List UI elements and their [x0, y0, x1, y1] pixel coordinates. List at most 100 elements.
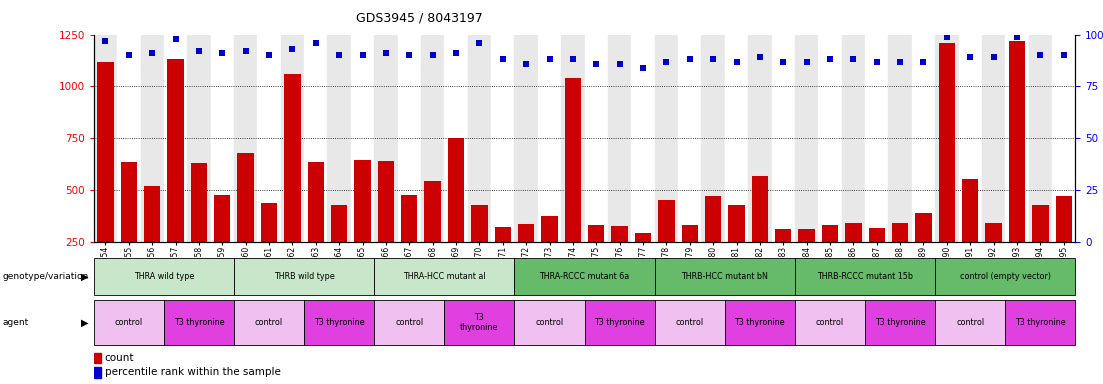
Point: [891, 58, 909, 65]
Text: T3 thyronine: T3 thyronine: [1015, 318, 1065, 327]
Bar: [752, 175, 768, 294]
Point: [330, 52, 347, 58]
Bar: [635, 233, 651, 294]
Bar: [214, 195, 231, 294]
Text: agent: agent: [2, 318, 29, 327]
Text: THRA-HCC mutant al: THRA-HCC mutant al: [403, 272, 485, 281]
Point: [657, 58, 675, 65]
Bar: [795, 35, 818, 242]
Bar: [425, 181, 441, 294]
Point: [774, 58, 792, 65]
Bar: [775, 230, 792, 294]
Bar: [1005, 300, 1075, 345]
Point: [985, 54, 1003, 60]
Bar: [585, 300, 655, 345]
Bar: [285, 74, 301, 294]
Bar: [94, 353, 100, 363]
Bar: [702, 35, 725, 242]
Bar: [795, 258, 935, 295]
Bar: [94, 258, 234, 295]
Bar: [561, 35, 585, 242]
Bar: [1056, 196, 1072, 294]
Bar: [445, 300, 514, 345]
Point: [588, 61, 606, 67]
Bar: [565, 78, 581, 294]
Bar: [748, 35, 772, 242]
Bar: [865, 300, 935, 345]
Bar: [542, 216, 558, 294]
Bar: [421, 35, 445, 242]
Bar: [94, 35, 117, 242]
Point: [938, 33, 955, 40]
Bar: [678, 35, 702, 242]
Point: [1054, 52, 1072, 58]
Bar: [281, 35, 304, 242]
Bar: [982, 35, 1005, 242]
Bar: [655, 300, 725, 345]
Bar: [468, 35, 491, 242]
Bar: [842, 35, 865, 242]
Bar: [331, 205, 347, 294]
Bar: [608, 35, 631, 242]
Text: control (empty vector): control (empty vector): [960, 272, 1051, 281]
Bar: [140, 35, 164, 242]
Bar: [631, 35, 655, 242]
Point: [540, 56, 558, 63]
Point: [354, 52, 372, 58]
Bar: [658, 200, 675, 294]
Bar: [818, 35, 842, 242]
Point: [705, 56, 722, 63]
Bar: [374, 300, 445, 345]
Text: GDS3945 / 8043197: GDS3945 / 8043197: [356, 12, 482, 25]
Point: [283, 46, 301, 52]
Bar: [211, 35, 234, 242]
Bar: [1052, 35, 1075, 242]
Bar: [234, 35, 257, 242]
Point: [120, 52, 138, 58]
Point: [307, 40, 324, 46]
Point: [447, 50, 464, 56]
Bar: [188, 35, 211, 242]
Point: [845, 56, 863, 63]
Bar: [959, 35, 982, 242]
Text: count: count: [105, 353, 135, 363]
Point: [797, 58, 815, 65]
Point: [260, 52, 278, 58]
Point: [611, 61, 629, 67]
Bar: [304, 300, 374, 345]
Bar: [445, 35, 468, 242]
Bar: [354, 160, 371, 294]
Text: control: control: [676, 318, 704, 327]
Bar: [1009, 41, 1025, 294]
Point: [1008, 33, 1026, 40]
Point: [471, 40, 489, 46]
Bar: [865, 35, 888, 242]
Point: [190, 48, 207, 54]
Bar: [912, 35, 935, 242]
Bar: [585, 35, 608, 242]
Bar: [168, 60, 184, 294]
Bar: [164, 300, 234, 345]
Bar: [682, 225, 698, 294]
Text: THRA-RCCC mutant 6a: THRA-RCCC mutant 6a: [539, 272, 630, 281]
Bar: [1032, 205, 1049, 294]
Bar: [397, 35, 421, 242]
Bar: [728, 205, 745, 294]
Bar: [448, 138, 464, 294]
Text: THRB-RCCC mutant 15b: THRB-RCCC mutant 15b: [817, 272, 913, 281]
Text: T3 thyronine: T3 thyronine: [875, 318, 925, 327]
Bar: [725, 35, 748, 242]
Bar: [374, 258, 514, 295]
Text: T3
thyronine: T3 thyronine: [460, 313, 499, 332]
Bar: [795, 300, 865, 345]
Bar: [144, 186, 160, 294]
Point: [377, 50, 395, 56]
Text: control: control: [115, 318, 143, 327]
Bar: [514, 300, 585, 345]
Bar: [822, 225, 838, 294]
Bar: [1005, 35, 1029, 242]
Bar: [308, 162, 324, 294]
Bar: [120, 162, 137, 294]
Bar: [655, 35, 678, 242]
Bar: [191, 163, 207, 294]
